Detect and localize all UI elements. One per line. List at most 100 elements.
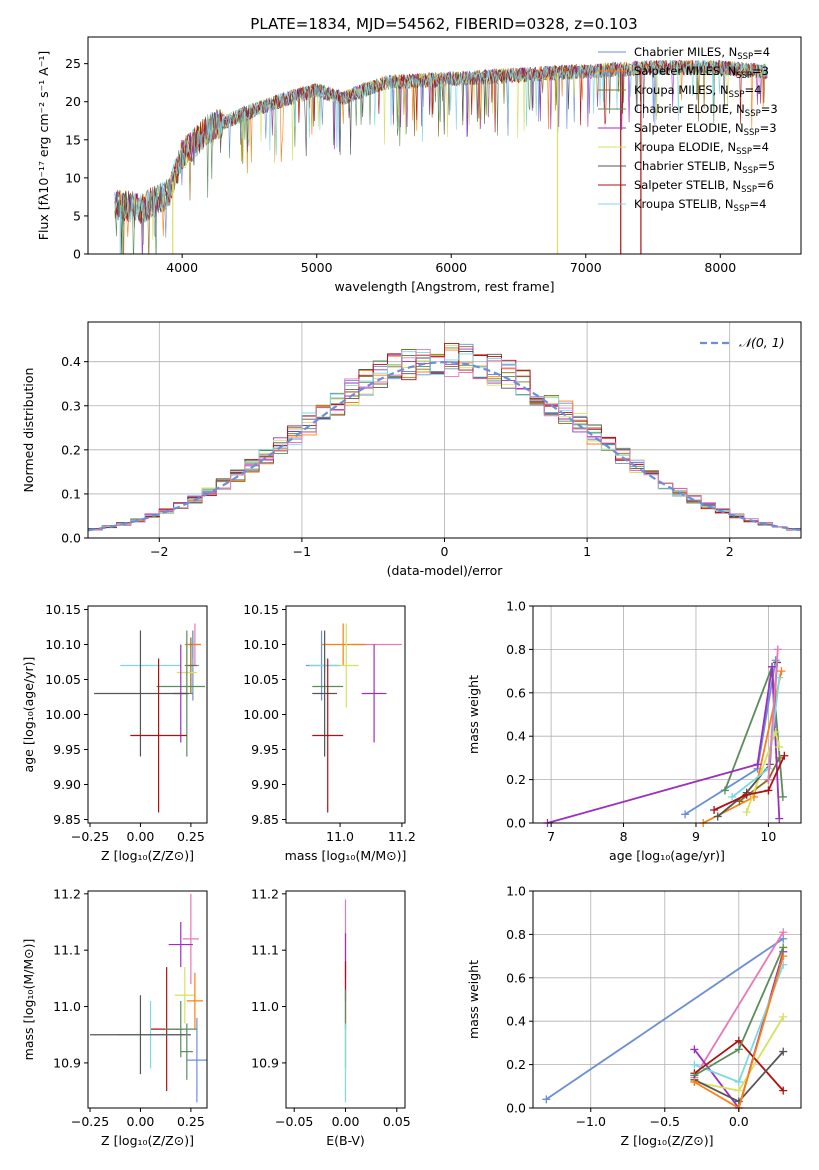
y-tick-label: 25 <box>65 56 81 71</box>
y-tick-label: 10.15 <box>243 602 279 617</box>
mass-vs-metallicity-panel: −0.25 0.00 0.25 10.9 11.0 11.1 11.2 Z [log₁₀(Z/… <box>21 886 208 1148</box>
x-axis-label: Z [log₁₀(Z/Z⊙)] <box>101 1133 194 1148</box>
error-bars <box>94 623 205 813</box>
x-tick-label: 0.00 <box>332 1114 360 1129</box>
axes-frame <box>532 605 802 824</box>
y-tick-label: 10.10 <box>45 637 81 652</box>
x-tick-label: −0.25 <box>71 1114 109 1129</box>
x-axis-label: E(B-V) <box>326 1133 365 1148</box>
series-marker <box>773 645 782 654</box>
axes-frame <box>87 605 208 824</box>
y-axis-label: Normed distribution <box>21 368 36 493</box>
y-axis-label: mass weight <box>466 960 481 1039</box>
y-tick-label: 0 <box>73 247 81 262</box>
series-line-9 <box>767 649 779 780</box>
x-tick-label: 10 <box>760 829 776 844</box>
series-marker <box>690 1077 699 1086</box>
series-marker <box>779 1012 788 1021</box>
legend-entry: Salpeter STELIB, NSSP=6 <box>634 178 774 195</box>
y-tick-label: 11.0 <box>251 999 279 1014</box>
y-tick-label: 10.00 <box>45 707 81 722</box>
series-marker <box>542 1095 551 1104</box>
x-tick-label: 8 <box>620 829 628 844</box>
legend: Chabrier MILES, NSSP=4 Salpeter MILES, NS… <box>598 45 778 214</box>
series-marker <box>690 1060 699 1069</box>
series <box>543 645 789 827</box>
legend-entry: Chabrier ELODIE, NSSP=3 <box>634 102 778 119</box>
y-tick-label: 0.4 <box>506 729 526 744</box>
spectra <box>114 59 768 254</box>
x-tick-label: 0.00 <box>127 829 155 844</box>
y-tick-label: 11.2 <box>53 886 81 901</box>
series-marker <box>779 928 788 937</box>
y-tick-label: 9.85 <box>251 812 279 827</box>
x-tick-label: 0.00 <box>127 1114 155 1129</box>
y-tick-label: 9.90 <box>251 777 279 792</box>
y-axis-label: mass weight <box>466 675 481 754</box>
x-tick-label: 11.0 <box>326 829 354 844</box>
spectrum-line-8 <box>114 59 768 223</box>
series-marker <box>779 943 788 952</box>
spectrum-panel: 4000 5000 6000 7000 8000 0 5 10 15 20 25 wavelength… <box>36 36 802 294</box>
series-marker <box>742 790 751 799</box>
axes-frame <box>87 36 802 255</box>
axes-frame <box>285 605 406 824</box>
x-tick-label: −0.5 <box>650 1114 680 1129</box>
y-tick-label: 0.0 <box>506 1101 526 1116</box>
series-marker <box>710 805 719 814</box>
y-axis-label: Flux [fλ10⁻¹⁷ erg cm⁻² s⁻¹ A⁻¹] <box>36 51 51 240</box>
series-marker <box>681 810 690 819</box>
x-axis-label: wavelength [Angstrom, rest frame] <box>334 279 554 294</box>
y-tick-label: 0.4 <box>506 1014 526 1029</box>
x-tick-label: 7000 <box>570 260 602 275</box>
mass-vs-ebv-panel: −0.05 0.00 0.05 10.9 11.0 11.1 11.2 E(B-V) <box>251 886 411 1148</box>
x-tick-label: 2 <box>726 544 734 559</box>
age-vs-metallicity-panel: −0.25 0.00 0.25 9.85 9.90 9.95 10.00 10.05 10.10… <box>21 602 208 863</box>
x-tick-label: 8000 <box>704 260 736 275</box>
series-marker <box>753 760 762 769</box>
y-tick-label: 10.00 <box>243 707 279 722</box>
y-tick-label: 0.0 <box>61 531 81 546</box>
y-tick-label: 0.3 <box>61 398 81 413</box>
x-axis-label: mass [log₁₀(M/M⊙)] <box>285 848 407 863</box>
x-tick-label: 4000 <box>166 260 198 275</box>
y-tick-label: 0.1 <box>61 486 81 501</box>
y-axis-label: age [log₁₀(age/yr)] <box>21 657 36 773</box>
y-tick-label: 9.85 <box>53 812 81 827</box>
x-axis-label: Z [log₁₀(Z/Z⊙)] <box>621 1133 714 1148</box>
series-marker <box>720 786 729 795</box>
y-tick-label: 10.9 <box>251 1055 279 1070</box>
x-tick-label: −0.25 <box>71 829 109 844</box>
y-axis-label: mass [log₁₀(M/M⊙)] <box>21 939 36 1061</box>
age-vs-mass-panel: 11.0 11.2 9.85 9.90 9.95 10.00 10.05 10.10 10.15… <box>243 602 416 863</box>
x-tick-label: 1 <box>583 544 591 559</box>
series-marker <box>764 786 773 795</box>
series-marker <box>780 751 789 760</box>
series-marker <box>775 743 784 752</box>
series-marker <box>777 667 786 676</box>
x-tick-label: 0.25 <box>177 829 205 844</box>
legend-entry: Kroupa MILES, NSSP=4 <box>634 83 761 100</box>
y-tick-label: 10.05 <box>45 672 81 687</box>
y-tick-label: 15 <box>65 132 81 147</box>
x-tick-label: −1.0 <box>576 1114 606 1129</box>
legend-entry: Chabrier MILES, NSSP=4 <box>634 45 770 62</box>
y-tick-label: 10.9 <box>53 1055 81 1070</box>
x-tick-label: 11.2 <box>388 829 416 844</box>
residuals-panel: −2 −1 0 1 2 0.0 0.1 0.2 0.3 0.4 (data-model)/error… <box>21 321 802 578</box>
error-bars <box>306 623 402 813</box>
series-line-7 <box>713 755 786 811</box>
x-tick-label: 0.25 <box>177 1114 205 1129</box>
y-tick-label: 10 <box>65 170 81 185</box>
x-tick-label: 0 <box>441 544 449 559</box>
y-tick-label: 11.1 <box>251 943 279 958</box>
y-tick-label: 11.2 <box>251 886 279 901</box>
y-tick-label: 0.2 <box>506 1057 526 1072</box>
y-tick-label: 11.0 <box>53 999 81 1014</box>
y-tick-label: 9.95 <box>251 742 279 757</box>
series-marker <box>734 1086 743 1095</box>
axes-frame <box>532 890 802 1109</box>
legend-entry: Salpeter MILES, NSSP=3 <box>634 64 769 81</box>
x-tick-label: 6000 <box>435 260 467 275</box>
